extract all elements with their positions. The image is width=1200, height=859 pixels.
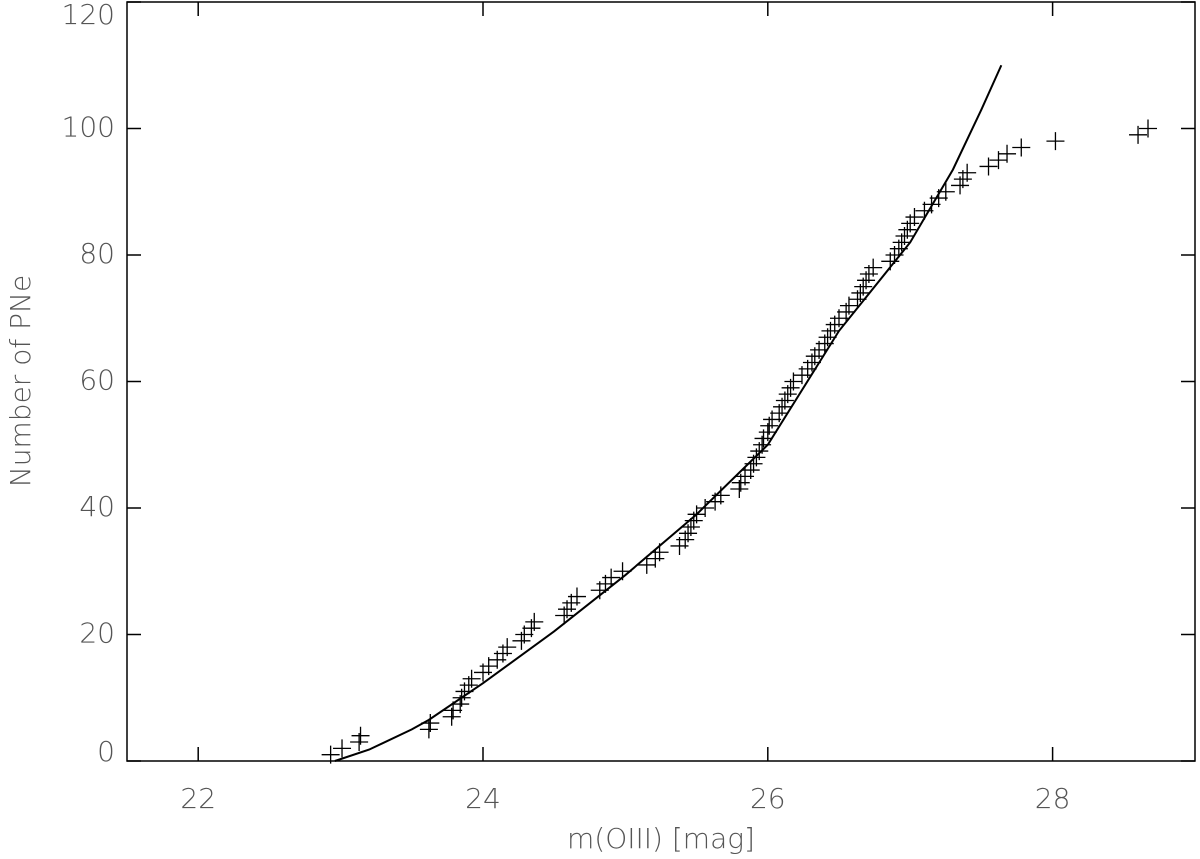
x-tick-label: 26 bbox=[750, 782, 786, 815]
plus-marker bbox=[321, 745, 340, 764]
plot-frame bbox=[126, 1, 1196, 762]
plus-marker bbox=[998, 144, 1017, 163]
plus-marker bbox=[1129, 125, 1148, 144]
plus-marker bbox=[602, 568, 621, 587]
plus-marker bbox=[979, 157, 998, 176]
y-axis-label: Number of PNe bbox=[4, 275, 37, 487]
plus-marker bbox=[525, 612, 544, 631]
model-curve bbox=[334, 64, 1003, 762]
x-tick-label: 24 bbox=[465, 782, 501, 815]
plus-marker bbox=[864, 258, 883, 277]
y-tick-label: 20 bbox=[79, 617, 115, 650]
plus-marker bbox=[351, 726, 370, 745]
y-tick-label: 40 bbox=[79, 490, 115, 523]
x-axis-label: m(OIII) [mag] bbox=[567, 822, 755, 855]
y-tick-label: 0 bbox=[97, 735, 115, 768]
plus-marker bbox=[333, 739, 352, 758]
x-tick-label: 28 bbox=[1035, 782, 1071, 815]
plus-marker bbox=[905, 208, 924, 227]
plus-marker bbox=[498, 638, 517, 657]
y-tick-label: 80 bbox=[79, 237, 115, 270]
plus-marker bbox=[567, 587, 586, 606]
x-tick-label: 22 bbox=[180, 782, 216, 815]
plus-marker bbox=[958, 163, 977, 182]
plus-marker bbox=[696, 499, 715, 517]
y-tick-label: 60 bbox=[79, 364, 115, 397]
plus-marker bbox=[1012, 138, 1031, 157]
y-tick-label: 120 bbox=[62, 0, 115, 31]
plus-marker bbox=[1139, 119, 1158, 138]
plus-marker bbox=[1046, 132, 1065, 151]
y-tick-label: 100 bbox=[62, 111, 115, 144]
plus-marker bbox=[462, 669, 481, 688]
